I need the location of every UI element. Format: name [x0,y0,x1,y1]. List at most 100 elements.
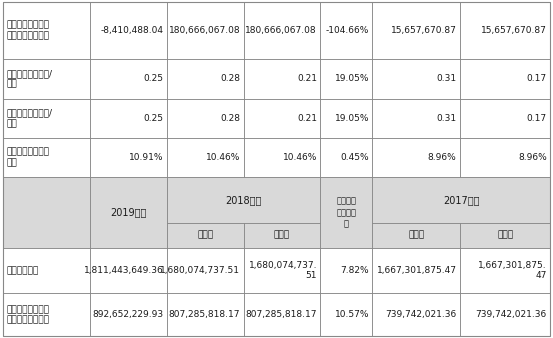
Bar [372,223,460,248]
Bar [460,223,550,248]
Bar [320,293,372,336]
Text: 调整前: 调整前 [408,231,424,240]
Text: 0.25: 0.25 [144,74,164,83]
Bar [460,248,550,293]
Text: 归属于上市公司股
东的净资产（元）: 归属于上市公司股 东的净资产（元） [6,305,49,324]
Bar [167,138,244,177]
Bar [372,99,460,138]
Text: 0.28: 0.28 [220,74,241,83]
Text: 0.31: 0.31 [436,74,457,83]
Text: 调整后: 调整后 [497,231,513,240]
Bar [244,2,320,59]
Text: -104.66%: -104.66% [326,26,369,35]
Bar [90,99,167,138]
Bar [372,177,550,223]
Bar [244,2,320,59]
Bar [372,59,460,99]
Bar [167,293,244,336]
Bar [3,138,90,177]
Bar [372,138,460,177]
Bar [244,223,320,248]
Bar [3,99,90,138]
Bar [3,248,90,293]
Bar [244,248,320,293]
Bar [244,138,320,177]
Bar [460,293,550,336]
Bar [320,177,372,248]
Bar [167,248,244,293]
Bar [372,59,460,99]
Bar [372,177,550,223]
Bar [167,223,244,248]
Text: 180,666,067.08: 180,666,067.08 [169,26,241,35]
Text: 1,667,301,875.
47: 1,667,301,875. 47 [478,261,547,280]
Bar [167,293,244,336]
Text: 10.46%: 10.46% [283,153,317,162]
Text: 8.96%: 8.96% [518,153,547,162]
Text: 0.25: 0.25 [144,114,164,123]
Bar [460,99,550,138]
Bar [244,138,320,177]
Bar [3,2,90,59]
Bar [90,293,167,336]
Bar [90,59,167,99]
Text: 2018年末: 2018年末 [226,195,262,205]
Text: 0.31: 0.31 [436,114,457,123]
Bar [460,59,550,99]
Text: -8,410,488.04: -8,410,488.04 [101,26,164,35]
Text: 本年末比
上年末增
减: 本年末比 上年末增 减 [336,197,356,228]
Bar [320,177,372,248]
Text: 2017年末: 2017年末 [443,195,479,205]
Bar [3,99,90,138]
Text: 0.45%: 0.45% [340,153,369,162]
Bar [3,2,90,59]
Text: 加权平均净资产收
益率: 加权平均净资产收 益率 [6,148,49,167]
Bar [90,138,167,177]
Bar [90,248,167,293]
Bar [90,248,167,293]
Bar [167,138,244,177]
Bar [3,293,90,336]
Text: 经营活动产生的现
金流量净额（元）: 经营活动产生的现 金流量净额（元） [6,21,49,40]
Text: 10.91%: 10.91% [129,153,164,162]
Bar [244,99,320,138]
Bar [372,223,460,248]
Text: 19.05%: 19.05% [335,74,369,83]
Text: 807,285,818.17: 807,285,818.17 [169,310,241,319]
Bar [244,59,320,99]
Bar [460,138,550,177]
Text: 1,680,074,737.
51: 1,680,074,737. 51 [248,261,317,280]
Bar [167,223,244,248]
Bar [244,59,320,99]
Bar [167,177,320,223]
Bar [320,138,372,177]
Bar [167,99,244,138]
Text: 8.96%: 8.96% [428,153,457,162]
Text: 调整前: 调整前 [197,231,213,240]
Bar [320,248,372,293]
Bar [90,177,167,248]
Text: 2019年末: 2019年末 [111,208,147,217]
Text: 1,680,074,737.51: 1,680,074,737.51 [160,266,241,275]
Bar [372,248,460,293]
Bar [372,2,460,59]
Text: 1,667,301,875.47: 1,667,301,875.47 [377,266,457,275]
Bar [372,99,460,138]
Bar [3,248,90,293]
Bar [167,59,244,99]
Text: 180,666,067.08: 180,666,067.08 [246,26,317,35]
Bar [244,223,320,248]
Text: 15,657,670.87: 15,657,670.87 [391,26,457,35]
Text: 0.21: 0.21 [297,114,317,123]
Bar [460,59,550,99]
Bar [3,59,90,99]
Bar [90,138,167,177]
Bar [244,293,320,336]
Bar [320,138,372,177]
Bar [244,293,320,336]
Text: 0.28: 0.28 [220,114,241,123]
Text: 0.17: 0.17 [527,74,547,83]
Bar [372,248,460,293]
Text: 807,285,818.17: 807,285,818.17 [246,310,317,319]
Text: 1,811,443,649.36: 1,811,443,649.36 [84,266,164,275]
